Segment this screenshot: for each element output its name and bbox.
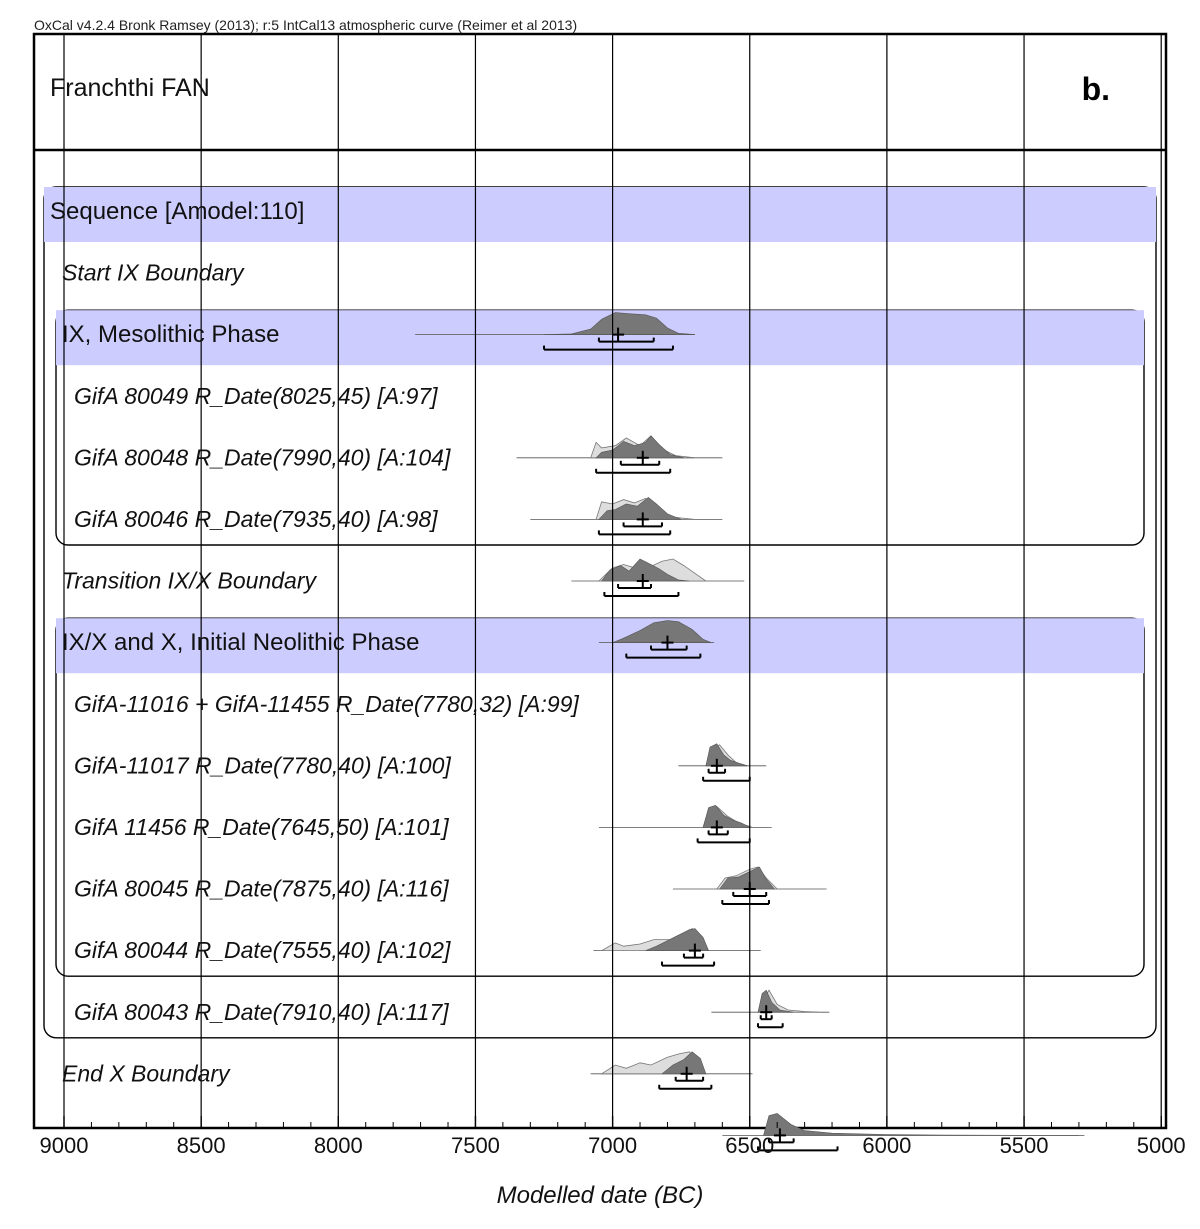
row-label-12: GifA 80044 R_Date(7555,40) [A:102]	[74, 937, 451, 963]
row-label-9: GifA-11017 R_Date(7780,40) [A:100]	[74, 752, 451, 778]
tick-label-7000: 7000	[588, 1133, 637, 1158]
tick-label-5500: 5500	[1000, 1133, 1049, 1158]
group-boxes	[43, 186, 1157, 1039]
tick-label-8000: 8000	[314, 1133, 363, 1158]
posterior-dist-13	[661, 1051, 707, 1075]
tick-label-5000: 5000	[1137, 1133, 1186, 1158]
row-label-10: GifA 11456 R_Date(7645,50) [A:101]	[74, 814, 449, 840]
header-line: OxCal v4.2.4 Bronk Ramsey (2013); r:5 In…	[34, 17, 577, 33]
posterior-dist-14	[763, 1113, 1079, 1136]
row-label-6: Transition IX/X Boundary	[62, 568, 317, 594]
distributions	[415, 312, 1085, 1152]
plot-frame	[32, 32, 1168, 1130]
grid-lines	[63, 34, 1162, 1128]
posterior-dist-4	[598, 497, 682, 520]
tick-label-9000: 9000	[40, 1133, 89, 1158]
group-label-1: IX, Mesolithic Phase	[62, 321, 279, 348]
chart-title: Franchthi FAN	[50, 74, 210, 102]
row-label-5: GifA 80046 R_Date(7935,40) [A:98]	[74, 506, 438, 532]
posterior-dist-11	[645, 928, 710, 951]
row-label-11: GifA 80045 R_Date(7875,40) [A:116]	[74, 876, 449, 902]
row-label-1: Start IX Boundary	[62, 260, 245, 286]
posterior-dist-9	[702, 805, 750, 828]
row-label-3: GifA 80049 R_Date(8025,45) [A:97]	[74, 383, 438, 409]
x-axis-label: Modelled date (BC)	[497, 1182, 704, 1209]
row-label-4: GifA 80048 R_Date(7990,40) [A:104]	[74, 444, 451, 470]
group-band-1	[56, 310, 1144, 366]
group-label-0: Sequence [Amodel:110]	[50, 198, 304, 225]
row-label-14: End X Boundary	[62, 1060, 231, 1086]
tick-label-6500: 6500	[725, 1133, 774, 1158]
x-axis: 9000 8500 8000 7500 7000 6500 6000 5500 5000	[40, 1116, 1186, 1158]
panel-label: b.	[1082, 71, 1110, 107]
row-labels: Sequence [Amodel:110] IX, Mesolithic Phas…	[50, 198, 579, 1086]
row-label-13: GifA 80043 R_Date(7910,40) [A:117]	[74, 999, 449, 1025]
group-band-2	[56, 618, 1144, 674]
posterior-dist-3	[595, 435, 684, 459]
group-band-0	[44, 187, 1156, 242]
posterior-dist-12	[757, 989, 794, 1013]
group-label-2: IX/X and X, Initial Neolithic Phase	[62, 629, 420, 656]
tick-label-6000: 6000	[862, 1133, 911, 1158]
row-label-8: GifA-11016 + GifA-11455 R_Date(7780,32) …	[74, 691, 579, 717]
tick-label-7500: 7500	[451, 1133, 500, 1158]
posterior-dist-6	[612, 620, 712, 643]
tick-label-8500: 8500	[177, 1133, 226, 1158]
posterior-dist-10	[719, 866, 776, 890]
posterior-dist-5	[600, 558, 690, 582]
posterior-dist-1	[543, 312, 695, 335]
